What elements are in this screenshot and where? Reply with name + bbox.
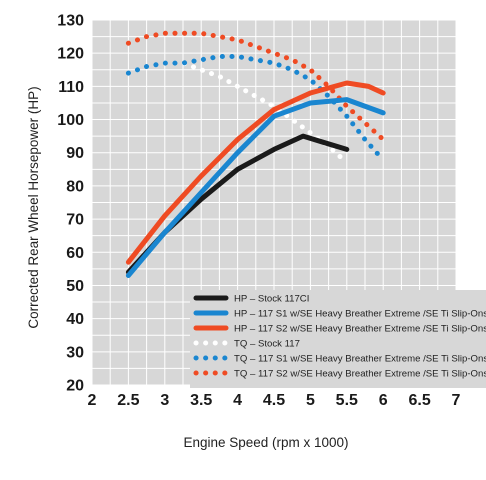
legend-entry-label: TQ – 117 S2 w/SE Heavy Breather Extreme … <box>234 369 486 380</box>
x-tick-label: 5 <box>306 392 315 409</box>
series-line-3 <box>125 80 386 265</box>
y-tick-label: 50 <box>66 278 84 295</box>
x-tick-label: 4 <box>233 392 242 409</box>
x-tick-label: 6 <box>379 392 388 409</box>
y-tick-label: 40 <box>66 311 84 328</box>
series-lines <box>125 30 386 278</box>
y-tick-label: 100 <box>57 112 84 129</box>
x-tick-label: 3 <box>160 392 169 409</box>
x-axis-label: Engine Speed (rpm x 1000) <box>183 435 348 450</box>
y-tick-label: 110 <box>58 79 84 96</box>
legend-entry-label: TQ – 117 S1 w/SE Heavy Breather Extreme … <box>234 354 486 365</box>
y-tick-label: 70 <box>66 212 84 229</box>
legend-entry-label: HP – 117 S1 w/SE Heavy Breather Extreme … <box>234 309 486 320</box>
y-tick-label: 120 <box>57 46 84 63</box>
chart-legend: HP – Stock 117CI HP – 117 S1 w/SE Heavy B… <box>190 290 486 388</box>
x-tick-label: 3.5 <box>190 392 212 409</box>
y-axis-ticks: 20 30 40 50 60 70 80 90 100 110 120 130 <box>57 13 84 395</box>
legend-entry-label: HP – Stock 117CI <box>234 294 309 305</box>
series-line-5 <box>125 54 383 159</box>
series-line-2 <box>125 97 386 278</box>
legend-entry-label: HP – 117 S2 w/SE Heavy Breather Extreme … <box>234 324 486 335</box>
x-tick-label: 4.5 <box>263 392 285 409</box>
x-tick-label: 2 <box>88 392 97 409</box>
legend-entry-label: TQ – Stock 117 <box>234 339 300 350</box>
x-tick-label: 2.5 <box>117 392 139 409</box>
x-axis-ticks: 2 2.5 3 3.5 4 4.5 5 5.5 6 6.5 7 <box>88 392 461 409</box>
x-tick-label: 6.5 <box>408 392 430 409</box>
y-tick-label: 130 <box>57 13 84 30</box>
y-tick-label: 20 <box>66 378 84 395</box>
y-tick-label: 90 <box>66 145 84 162</box>
y-tick-label: 30 <box>66 344 84 361</box>
y-tick-label: 80 <box>66 178 84 195</box>
y-axis-label: Corrected Rear Wheel Horsepower (HP) <box>26 86 41 328</box>
legend-background <box>190 290 486 388</box>
y-tick-label: 60 <box>66 245 84 262</box>
x-tick-label: 5.5 <box>336 392 358 409</box>
x-tick-label: 7 <box>452 392 461 409</box>
